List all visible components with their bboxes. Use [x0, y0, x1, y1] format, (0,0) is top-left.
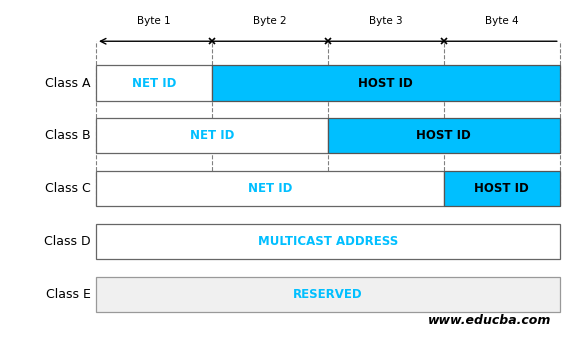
Text: Class A: Class A [45, 76, 90, 89]
Bar [96, 224, 560, 259]
Text: NET ID: NET ID [248, 182, 292, 195]
Bar [328, 118, 560, 153]
Bar [96, 171, 444, 206]
Text: NET ID: NET ID [132, 76, 176, 89]
Text: HOST ID: HOST ID [475, 182, 529, 195]
Text: MULTICAST ADDRESS: MULTICAST ADDRESS [258, 235, 398, 248]
Text: Byte 3: Byte 3 [369, 16, 403, 26]
Bar [212, 66, 560, 101]
Text: Class E: Class E [46, 288, 90, 301]
Text: RESERVED: RESERVED [293, 288, 363, 301]
Text: www.educba.com: www.educba.com [428, 314, 551, 327]
Text: HOST ID: HOST ID [359, 76, 413, 89]
Text: Class B: Class B [45, 130, 90, 142]
Bar [96, 118, 328, 153]
Bar [96, 277, 560, 312]
Bar [444, 171, 560, 206]
Text: Class C: Class C [45, 182, 90, 195]
Text: Byte 4: Byte 4 [485, 16, 518, 26]
Text: Byte 2: Byte 2 [253, 16, 287, 26]
Text: Byte 1: Byte 1 [137, 16, 171, 26]
Text: NET ID: NET ID [190, 130, 234, 142]
Bar [96, 66, 212, 101]
Text: HOST ID: HOST ID [416, 130, 471, 142]
Text: Class D: Class D [44, 235, 90, 248]
